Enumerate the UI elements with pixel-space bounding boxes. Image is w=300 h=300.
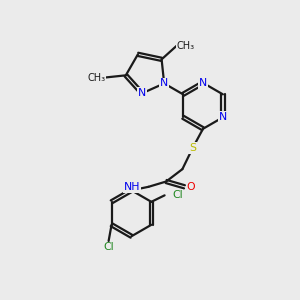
- Text: N: N: [160, 78, 168, 88]
- Text: Cl: Cl: [172, 190, 183, 200]
- Text: N: N: [219, 112, 227, 122]
- Text: CH₃: CH₃: [87, 73, 105, 82]
- Text: O: O: [187, 182, 195, 192]
- Text: Cl: Cl: [103, 242, 114, 253]
- Text: CH₃: CH₃: [177, 40, 195, 50]
- Text: N: N: [199, 78, 207, 88]
- Text: N: N: [138, 88, 146, 98]
- Text: S: S: [189, 143, 196, 153]
- Text: NH: NH: [124, 182, 140, 192]
